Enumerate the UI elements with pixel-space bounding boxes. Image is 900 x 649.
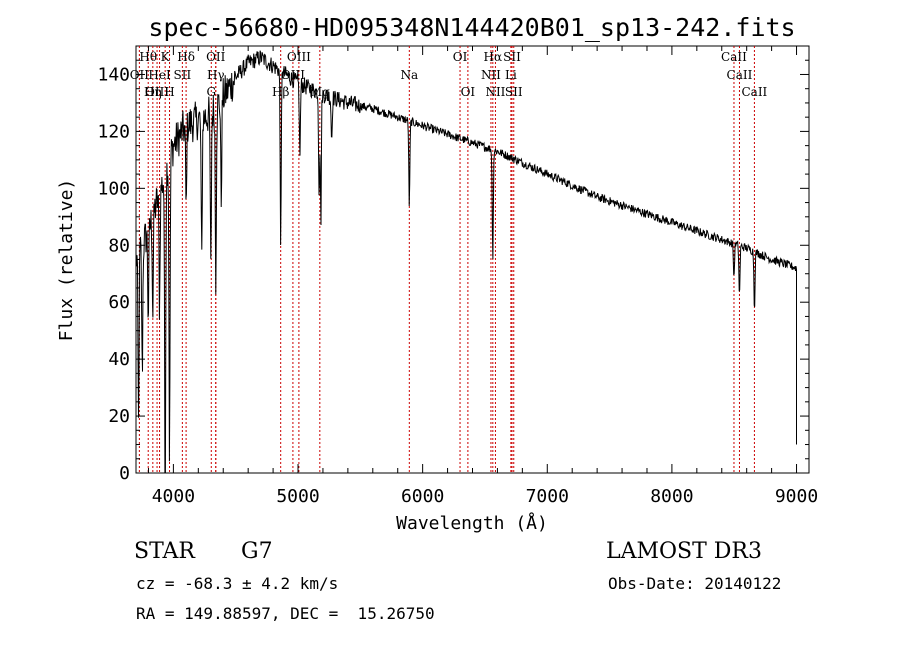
line-markers — [138, 46, 755, 473]
y-axis-ticks: 0 20 40 60 80 100 120 140 — [97, 59, 809, 484]
obs-date: Obs-Date: 20140122 — [608, 574, 782, 593]
spectral-line-label: CaII — [727, 68, 753, 82]
x-axis-ticks: 4000 5000 6000 7000 8000 9000 — [147, 46, 818, 507]
spectral-line-label: CaII — [721, 50, 747, 64]
y-axis-label: Flux (relative) — [56, 179, 77, 342]
spectral-line-label: OI — [453, 50, 468, 64]
x-tick-label: 9000 — [775, 486, 818, 507]
plot-frame — [135, 45, 810, 474]
y-tick-label: 80 — [108, 235, 130, 256]
y-tick-label: 60 — [108, 292, 130, 313]
object-class: STAR — [134, 539, 195, 564]
spectral-line-label: SII — [503, 50, 521, 64]
survey-name: LAMOST DR3 — [606, 539, 762, 564]
spectral-line-label: K — [161, 50, 171, 64]
spectral-line-label: Hη — [144, 85, 162, 99]
y-tick-label: 40 — [108, 349, 130, 370]
y-tick-label: 120 — [97, 121, 130, 142]
spectral-line-label: OII — [130, 68, 150, 82]
spectral-line-label: NII — [481, 68, 501, 82]
spectral-line-label: Hα — [484, 50, 503, 64]
spectral-line-label: OIII — [281, 68, 305, 82]
spectrum-line — [135, 50, 797, 474]
x-tick-label: 5000 — [276, 486, 319, 507]
spectral-line-label: OIII — [145, 85, 169, 99]
spectral-line-label: H — [164, 85, 174, 99]
spectral-line-label: SII — [505, 85, 523, 99]
spectral-line-label: CaII — [741, 85, 767, 99]
y-tick-label: 20 — [108, 406, 130, 427]
spectral-line-label: Hγ — [207, 68, 225, 82]
coordinates-text: RA = 149.88597, DEC = 15.26750 — [136, 604, 435, 623]
chart-title: spec-56680-HD095348N144420B01_sp13-242.f… — [148, 13, 795, 42]
x-tick-label: 7000 — [526, 486, 569, 507]
spectral-line-label: OIII — [287, 50, 311, 64]
y-tick-label: 100 — [97, 178, 130, 199]
spectral-line-label: Na — [400, 68, 418, 82]
spectral-line-label: Hδ — [177, 50, 195, 64]
spectral-line-label: NII — [485, 85, 505, 99]
spectral-line-label: SII — [174, 68, 192, 82]
x-tick-label: 4000 — [152, 486, 195, 507]
spectral-line-label: OI — [461, 85, 476, 99]
object-subclass: G7 — [241, 539, 273, 564]
x-tick-label: 6000 — [401, 486, 444, 507]
x-tick-label: 8000 — [650, 486, 693, 507]
spectral-line-label: OII — [206, 50, 226, 64]
spectral-line-label: Li — [505, 68, 517, 82]
spectral-line-label: Hβ — [272, 85, 289, 99]
redshift-text: cz = -68.3 ± 4.2 km/s — [136, 574, 339, 593]
x-axis-label: Wavelength (Å) — [396, 512, 548, 534]
spectral-line-label: HeI — [148, 68, 171, 82]
y-tick-label: 140 — [97, 64, 130, 85]
spectral-line-label: G — [206, 85, 216, 99]
spectral-line-label: Hθ — [139, 50, 157, 64]
y-tick-label: 0 — [119, 463, 130, 484]
